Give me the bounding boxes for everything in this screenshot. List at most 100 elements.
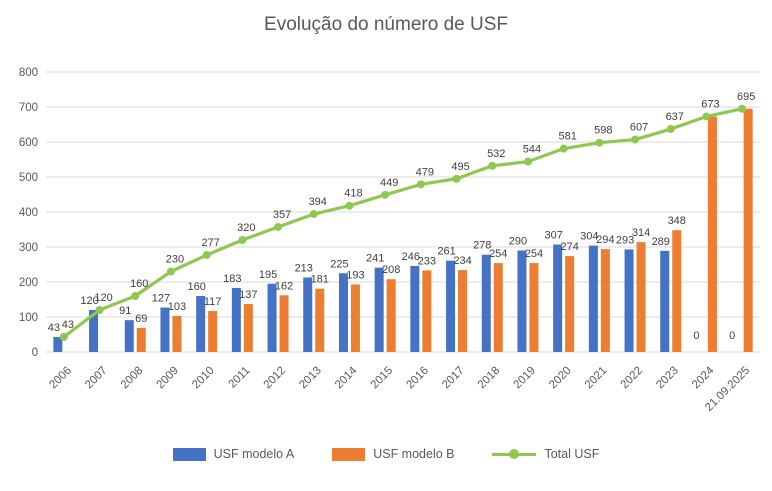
bar-usf-modelo-b-2008	[136, 327, 146, 352]
label-usf-modelo-a-2013: 213	[295, 262, 313, 274]
label-usf-modelo-a-2010: 160	[187, 281, 205, 293]
x-tick-label-2017: 2017	[440, 365, 467, 392]
label-usf-modelo-a-21-09-2025: 0	[729, 330, 735, 342]
bar-usf-modelo-b-2024	[707, 116, 717, 352]
label-usf-modelo-b-2017: 234	[453, 255, 471, 267]
label-usf-modelo-a-2022: 293	[616, 234, 634, 246]
bar-usf-modelo-a-2011	[231, 287, 241, 352]
y-tick-label-600: 600	[19, 137, 38, 149]
chart-title: Evolução do número de USF	[264, 14, 508, 35]
label-usf-modelo-a-2021: 304	[580, 231, 598, 243]
chart-plot-area: 0 100 200 300 400 500 600 700 800 2006 2007 2008 200…	[19, 67, 760, 414]
bar-usf-modelo-a-2020	[553, 244, 563, 352]
marker-total-usf-2019	[523, 157, 532, 166]
x-tick-label-2011: 2011	[226, 365, 252, 391]
label-usf-modelo-a-2024: 0	[693, 330, 699, 342]
label-total-usf-2016: 479	[416, 166, 434, 178]
bar-usf-modelo-a-2021	[588, 245, 598, 352]
marker-total-usf-2009	[166, 267, 175, 276]
x-tick-label-2016: 2016	[404, 365, 431, 392]
x-tick-label-2006: 2006	[47, 365, 74, 392]
label-total-usf-2006: 43	[62, 319, 74, 331]
label-usf-modelo-a-2020: 307	[544, 230, 562, 242]
x-tick-label-2018: 2018	[476, 365, 503, 392]
bar-usf-modelo-a-2010	[196, 296, 206, 352]
label-usf-modelo-b-2011: 137	[239, 289, 257, 301]
legend-swatch-modelo-a-icon	[172, 447, 206, 461]
bar-usf-modelo-b-2012	[279, 295, 289, 352]
label-total-usf-2015: 449	[380, 177, 398, 189]
bar-usf-modelo-a-2006	[53, 336, 63, 352]
x-tick-label-2008: 2008	[119, 365, 146, 392]
bar-usf-modelo-b-2011	[243, 304, 253, 352]
bar-usf-modelo-a-2009	[160, 307, 170, 352]
label-total-usf-2011: 320	[237, 222, 255, 234]
label-usf-modelo-b-2023: 348	[668, 215, 686, 227]
label-total-usf-2018: 532	[487, 148, 505, 160]
label-usf-modelo-b-2010: 117	[204, 296, 222, 308]
legend-item-total-usf: Total USF	[492, 447, 599, 461]
x-tick-label-2012: 2012	[262, 365, 289, 392]
bar-usf-modelo-b-2022	[636, 242, 646, 352]
x-tick-label-2021: 2021	[583, 365, 610, 392]
bar-usf-modelo-a-2012	[267, 283, 277, 352]
label-usf-modelo-a-2017: 261	[437, 246, 455, 258]
label-total-usf-2012: 357	[273, 209, 291, 221]
bar-usf-modelo-a-2016	[410, 265, 420, 352]
label-usf-modelo-a-2019: 290	[509, 236, 527, 248]
marker-total-usf-2013	[309, 210, 318, 219]
marker-total-usf-2010	[202, 251, 211, 260]
label-usf-modelo-b-2014: 193	[346, 269, 364, 281]
label-usf-modelo-a-2011: 183	[223, 273, 241, 285]
marker-total-usf-2017	[452, 174, 461, 183]
x-tick-label-2009: 2009	[154, 365, 181, 392]
marker-total-usf-2011	[238, 236, 247, 244]
label-usf-modelo-a-2014: 225	[330, 258, 348, 270]
marker-total-usf-21-09-2025	[738, 104, 747, 113]
label-usf-modelo-a-2012: 195	[259, 269, 277, 281]
bar-usf-modelo-a-2022	[624, 249, 634, 352]
bar-usf-modelo-b-2021	[600, 249, 610, 352]
bar-usf-modelo-b-2009	[172, 315, 182, 352]
label-total-usf-2023: 637	[666, 111, 684, 123]
label-usf-modelo-a-2007: 120	[80, 295, 98, 307]
marker-total-usf-2023	[666, 125, 675, 134]
marker-total-usf-2020	[559, 144, 568, 153]
label-total-usf-2020: 581	[558, 131, 576, 143]
bar-usf-modelo-a-2017	[446, 260, 456, 352]
label-usf-modelo-b-2012: 162	[275, 280, 293, 292]
bar-usf-modelo-a-2018	[481, 254, 491, 352]
x-tick-label-2013: 2013	[297, 365, 324, 392]
bar-usf-modelo-a-2013	[303, 277, 313, 352]
label-usf-modelo-a-2006: 43	[48, 322, 60, 334]
y-tick-label-200: 200	[19, 277, 38, 289]
label-total-usf-2017: 495	[451, 161, 469, 173]
bar-usf-modelo-b-2014	[350, 284, 360, 352]
y-tick-label-300: 300	[19, 242, 38, 254]
label-total-usf-2022: 607	[630, 122, 648, 134]
y-tick-label-800: 800	[19, 67, 38, 79]
label-usf-modelo-a-2018: 278	[473, 240, 491, 252]
label-total-usf-2010: 277	[201, 237, 219, 249]
y-tick-label-500: 500	[19, 172, 38, 184]
marker-total-usf-2012	[274, 223, 283, 232]
label-usf-modelo-b-2008: 69	[135, 313, 147, 325]
label-total-usf-2019: 544	[523, 144, 541, 156]
label-usf-modelo-a-2008: 91	[119, 305, 131, 317]
bar-usf-modelo-b-2017	[458, 270, 468, 352]
x-tick-label-2022: 2022	[619, 365, 646, 392]
label-usf-modelo-b-2009: 103	[168, 301, 186, 313]
label-usf-modelo-a-2016: 246	[402, 251, 420, 263]
bar-usf-modelo-b-2010	[208, 311, 218, 352]
bar-usf-modelo-a-2007	[89, 310, 99, 352]
bar-usf-modelo-a-2023	[660, 250, 670, 352]
label-usf-modelo-b-2019: 254	[525, 248, 543, 260]
marker-total-usf-2015	[381, 190, 390, 199]
marker-total-usf-2006	[59, 332, 68, 341]
bar-usf-modelo-b-21-09-2025	[743, 108, 753, 352]
legend-line-dot	[509, 449, 520, 459]
bar-usf-modelo-a-2008	[124, 320, 134, 352]
marker-total-usf-2021	[595, 138, 604, 147]
x-tick-label-2007: 2007	[83, 365, 110, 392]
